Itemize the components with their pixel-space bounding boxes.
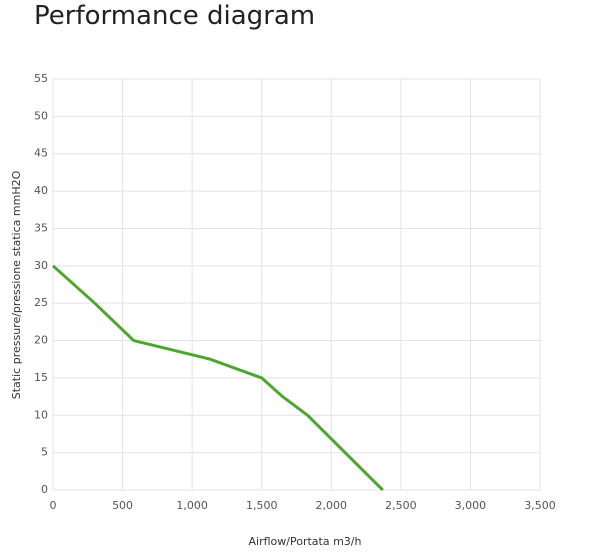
y-tick-label: 55 [34, 72, 48, 85]
data-line [51, 264, 384, 492]
y-tick-label: 50 [34, 109, 48, 122]
y-tick-label: 35 [34, 221, 48, 234]
x-tick-label: 2,500 [385, 499, 417, 512]
y-tick-label: 0 [41, 483, 48, 496]
x-tick-label: 2,000 [316, 499, 348, 512]
x-axis-title: Airflow/Portata m3/h [249, 535, 362, 548]
x-tick-label: 1,500 [246, 499, 278, 512]
y-tick-label: 5 [41, 446, 48, 459]
y-tick-label: 30 [34, 259, 48, 272]
y-tick-label: 40 [34, 184, 48, 197]
y-tick-label: 45 [34, 147, 48, 160]
y-tick-label: 15 [34, 371, 48, 384]
y-tick-label: 20 [34, 334, 48, 347]
chart-title: Performance diagram [34, 1, 315, 31]
y-tick-label: 25 [34, 296, 48, 309]
x-tick-label: 3,500 [524, 499, 556, 512]
y-axis-title: Static pressure/pressione statica mmH2O [10, 170, 23, 399]
x-tick-label: 0 [50, 499, 57, 512]
x-tick-label: 3,000 [455, 499, 487, 512]
y-tick-label: 10 [34, 408, 48, 421]
x-tick-label: 500 [112, 499, 133, 512]
x-tick-label: 1,000 [176, 499, 208, 512]
